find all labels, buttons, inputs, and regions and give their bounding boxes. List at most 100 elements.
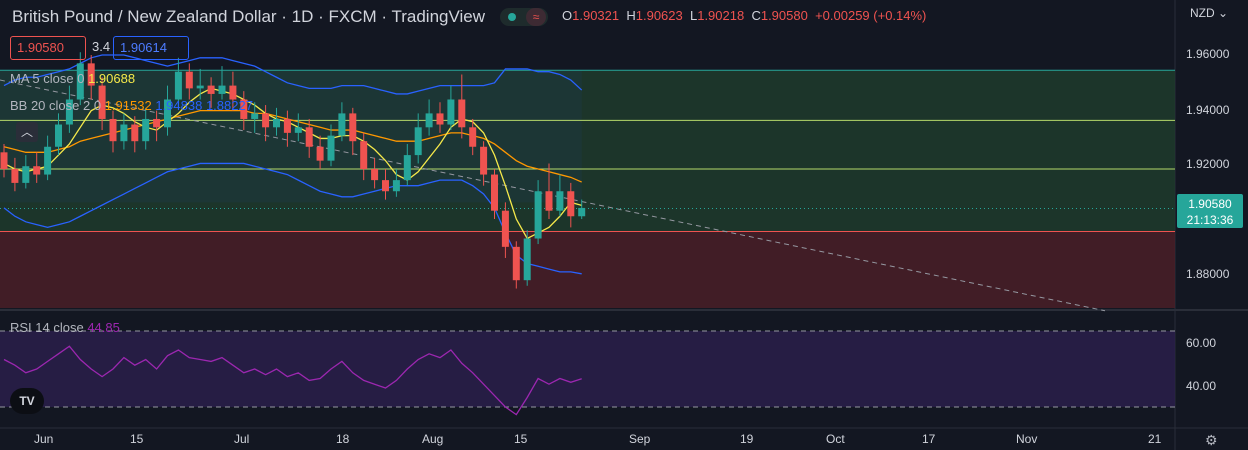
candle-body — [55, 124, 62, 147]
rsi-line — [3, 345, 582, 416]
last-price: 1.90580 — [1188, 197, 1232, 211]
time-tick: Aug — [422, 432, 444, 446]
rsi-band — [0, 331, 1175, 407]
candle-body — [153, 118, 161, 128]
candle-body — [382, 180, 389, 192]
candle-body — [436, 113, 444, 125]
candle-body — [33, 166, 41, 175]
chevron-up-icon: ︿ — [20, 125, 33, 139]
candle-body — [491, 174, 498, 211]
time-tick: 15 — [514, 432, 528, 446]
low-value: 1.90218 — [697, 8, 745, 23]
collapse-legend-button[interactable]: ︿ — [16, 122, 38, 142]
candle-body — [283, 118, 291, 133]
market-status[interactable]: ≈ — [500, 8, 548, 26]
zone-red — [0, 231, 1175, 308]
candle-body — [523, 238, 531, 281]
candle-body — [578, 207, 586, 217]
bb-basis-value: 1.91532 — [104, 98, 152, 113]
candle-body — [76, 63, 84, 100]
candle-body — [120, 124, 128, 142]
time-tick: Jul — [234, 432, 250, 446]
bb-legend[interactable]: BB 20 close 2 0 1.91532 1.94838 1.88227 — [10, 98, 253, 113]
candle-body — [305, 127, 313, 147]
candle-body — [403, 155, 411, 181]
candle-body — [11, 169, 19, 183]
bb-upper-value: 1.94838 — [155, 98, 203, 113]
time-tick: Nov — [1016, 432, 1038, 446]
candle-body — [251, 113, 259, 119]
candle-body — [65, 99, 73, 125]
rsi-tick: 60.00 — [1186, 336, 1217, 350]
change-value: +0.00259 (+0.14%) — [815, 8, 927, 23]
candle-body — [273, 118, 280, 128]
sell-button[interactable]: 1.90580 — [10, 36, 86, 60]
settings-gear-icon[interactable]: ⚙ — [1205, 432, 1218, 448]
candle-body — [22, 166, 30, 183]
wave-icon: ≈ — [526, 8, 546, 26]
time-tick: Oct — [826, 432, 845, 446]
candle-body — [480, 146, 488, 175]
rsi-label: RSI 14 close — [10, 320, 84, 335]
candle-body — [131, 124, 139, 142]
open-key: O — [562, 8, 573, 23]
candle-body — [316, 146, 324, 161]
price-tick: 1.88000 — [1186, 267, 1230, 281]
rsi-value: 44.85 — [87, 320, 120, 335]
candle-body — [109, 118, 117, 142]
candle-body — [164, 99, 171, 128]
ma-value: 1.90688 — [88, 71, 136, 86]
buy-button[interactable]: 1.90614 — [113, 36, 189, 60]
last-price-tag: 1.90580 21:13:36 — [1177, 194, 1243, 228]
close-key: C — [751, 8, 761, 23]
candle-body — [447, 99, 455, 125]
close-value: 1.90580 — [760, 8, 808, 23]
candle-body — [207, 85, 215, 94]
candle-countdown: 21:13:36 — [1186, 213, 1234, 227]
ma-label: MA 5 close 0 — [10, 71, 85, 86]
symbol-title[interactable]: British Pound / New Zealand Dollar · 1D … — [12, 7, 486, 26]
market-open-dot-icon — [508, 13, 516, 21]
candle-body — [392, 180, 400, 192]
candle-body — [371, 169, 379, 181]
trendline — [0, 79, 1106, 312]
bb-upper-line — [3, 54, 583, 95]
candle-body — [349, 113, 357, 142]
spread-value: 3.4 — [92, 39, 111, 54]
candle-body — [338, 113, 346, 136]
candle-body — [185, 71, 193, 89]
bb-lower-line — [3, 162, 582, 275]
candle-body — [196, 85, 204, 89]
time-tick: 19 — [740, 432, 754, 446]
candle-body — [360, 141, 368, 169]
candle-body — [567, 191, 575, 217]
currency-label: NZD — [1190, 6, 1215, 20]
ohlc-readout: O1.90321 H1.90623 L1.90218 C1.90580 +0.0… — [562, 8, 926, 23]
open-value: 1.90321 — [572, 8, 620, 23]
bb-basis-line — [3, 109, 582, 183]
candle-body — [142, 118, 150, 142]
candle-body — [425, 113, 433, 128]
candle-body — [98, 85, 106, 119]
time-tick: 21 — [1148, 432, 1162, 446]
time-tick: Jun — [34, 432, 54, 446]
time-tick: 15 — [130, 432, 144, 446]
candle-body — [327, 135, 335, 161]
rsi-legend[interactable]: RSI 14 close 44.85 — [10, 320, 120, 335]
ma-legend[interactable]: MA 5 close 0 1.90688 — [10, 71, 135, 86]
high-value: 1.90623 — [635, 8, 683, 23]
candle-body — [414, 127, 422, 156]
low-key: L — [689, 8, 698, 23]
tradingview-logo-icon[interactable]: TV — [10, 388, 44, 414]
time-tick: Sep — [629, 432, 651, 446]
candle-body — [240, 99, 248, 119]
candle-body — [294, 127, 302, 133]
time-tick: 18 — [336, 432, 350, 446]
time-tick: 17 — [922, 432, 936, 446]
candle-body — [229, 85, 237, 100]
candle-body — [545, 191, 553, 211]
candle-body — [87, 63, 95, 86]
price-tick: 1.96000 — [1186, 47, 1230, 61]
currency-selector[interactable]: NZD ⌄ — [1190, 6, 1228, 20]
